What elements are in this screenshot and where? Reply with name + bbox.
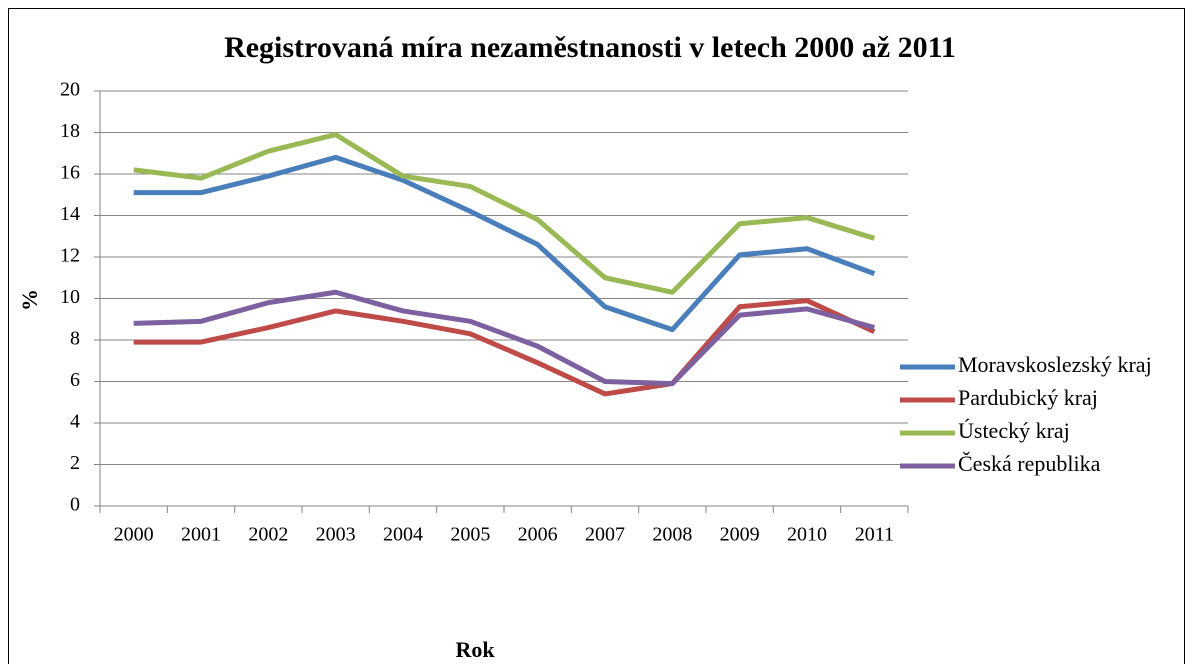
x-tick-label: 2002 [248, 524, 288, 546]
y-tick-label: 20 [60, 79, 80, 101]
y-tick-label: 16 [60, 162, 80, 184]
y-tick-label: 18 [60, 120, 80, 142]
y-tick-label: 6 [70, 369, 80, 391]
y-tick-label: 0 [70, 494, 80, 516]
y-tick-label: 8 [70, 328, 80, 350]
chart-title: Registrovaná míra nezaměstnanosti v lete… [224, 31, 956, 64]
x-tick-label: 2010 [787, 524, 827, 546]
x-tick-label: 2009 [720, 524, 760, 546]
x-tick-label: 2011 [855, 524, 894, 546]
y-tick-label: 12 [60, 245, 80, 267]
legend-label: Ústecký kraj [958, 418, 1070, 443]
x-tick-label: 2000 [114, 524, 154, 546]
x-tick-label: 2001 [181, 524, 221, 546]
x-tick-label: 2008 [652, 524, 692, 546]
y-tick-label: 4 [70, 411, 80, 433]
x-tick-label: 2006 [518, 524, 558, 546]
series-line [133, 289, 876, 387]
x-tick-label: 2005 [450, 524, 490, 546]
y-tick-label: 2 [70, 452, 80, 474]
series-line [133, 154, 876, 333]
x-tick-label: 2003 [316, 524, 356, 546]
x-tick-label: 2007 [585, 524, 625, 546]
legend-label: Pardubický kraj [958, 385, 1098, 410]
legend-label: Moravskoslezský kraj [958, 352, 1152, 377]
x-tick-label: 2004 [383, 524, 423, 546]
x-axis-label: Rok [455, 637, 495, 662]
series-line [133, 132, 876, 295]
y-tick-label: 10 [60, 286, 80, 308]
series-line [133, 298, 876, 397]
legend-label: Česká republika [958, 451, 1101, 476]
y-tick-label: 14 [60, 203, 80, 225]
y-axis-label: % [17, 289, 42, 311]
chart-border [8, 8, 1185, 664]
